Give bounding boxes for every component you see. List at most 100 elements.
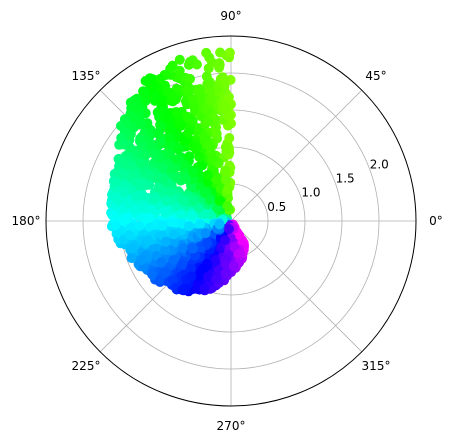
scatter-point <box>178 243 189 254</box>
scatter-point <box>117 139 128 150</box>
scatter-point <box>143 235 154 246</box>
scatter-point <box>211 274 222 284</box>
scatter-point <box>171 83 182 94</box>
theta-tick-label-2: 90° <box>220 9 241 23</box>
scatter-point <box>194 270 205 281</box>
scatter-point <box>202 116 213 127</box>
scatter-point <box>224 133 235 143</box>
scatter-point <box>224 224 234 234</box>
scatter-point <box>183 127 194 138</box>
scatter-point <box>150 192 161 203</box>
scatter-point <box>174 114 185 124</box>
scatter-point <box>147 269 158 280</box>
scatter-point <box>136 255 147 266</box>
scatter-points <box>106 47 249 297</box>
scatter-point <box>136 119 147 130</box>
scatter-point <box>192 123 203 134</box>
scatter-point <box>173 144 184 155</box>
scatter-point <box>170 171 181 182</box>
scatter-point <box>117 168 128 179</box>
scatter-point <box>177 285 188 295</box>
scatter-point <box>157 162 168 173</box>
scatter-point <box>204 194 215 205</box>
scatter-point <box>136 158 147 168</box>
theta-tick-label-7: 315° <box>362 359 391 373</box>
scatter-point <box>160 236 171 247</box>
scatter-point <box>110 220 121 231</box>
scatter-point <box>222 201 233 211</box>
scatter-point <box>183 82 194 93</box>
r-tick-label-1: 1.0 <box>301 186 320 200</box>
scatter-point <box>194 151 205 162</box>
scatter-point <box>219 74 230 85</box>
scatter-point <box>164 187 175 198</box>
scatter-point <box>202 170 213 180</box>
scatter-point <box>111 192 122 203</box>
scatter-point <box>150 92 160 103</box>
scatter-point <box>145 170 156 181</box>
scatter-point <box>212 174 223 185</box>
scatter-point <box>139 149 150 160</box>
scatter-point <box>154 152 165 163</box>
scatter-point <box>168 92 179 103</box>
theta-grid-line-1 <box>230 89 363 222</box>
scatter-point <box>145 138 156 149</box>
polar-spine <box>45 35 417 407</box>
scatter-point <box>144 212 155 223</box>
scatter-point <box>188 167 199 178</box>
scatter-point <box>171 154 182 165</box>
scatter-point <box>188 195 199 206</box>
scatter-point <box>184 151 195 162</box>
scatter-point <box>222 184 233 195</box>
scatter-point <box>157 220 168 231</box>
scatter-point <box>186 271 197 282</box>
scatter-point <box>121 214 132 225</box>
scatter-point <box>161 195 172 206</box>
scatter-point <box>207 153 218 164</box>
scatter-point <box>202 238 213 248</box>
scatter-point <box>140 95 151 106</box>
scatter-point <box>123 198 134 209</box>
scatter-point <box>158 106 169 117</box>
scatter-point <box>220 166 231 176</box>
theta-grid-line-7 <box>230 220 363 353</box>
scatter-point <box>127 243 138 254</box>
scatter-point <box>224 47 235 58</box>
scatter-point <box>177 259 188 270</box>
scatter-point <box>187 210 197 221</box>
theta-tick-label-0: 0° <box>429 214 443 228</box>
scatter-point <box>129 168 140 179</box>
scatter-point <box>187 94 198 105</box>
scatter-point <box>160 245 171 256</box>
scatter-point <box>164 132 175 143</box>
scatter-point <box>203 271 213 282</box>
scatter-point <box>126 160 137 171</box>
scatter-point <box>124 230 135 241</box>
scatter-point <box>159 268 170 279</box>
scatter-point <box>213 59 224 70</box>
scatter-point <box>135 133 146 144</box>
scatter-point <box>167 217 178 228</box>
scatter-point <box>155 139 166 150</box>
r-tick-label-3: 2.0 <box>370 157 389 171</box>
tick-labels: 0° 45° 90° 135° 180° 225° 270° 315° 0.5 1.0 1.5 2.0 <box>12 9 443 433</box>
scatter-point <box>220 142 231 152</box>
scatter-point <box>214 219 225 230</box>
scatter-point <box>126 253 137 264</box>
scatter-point <box>180 173 191 184</box>
theta-tick-label-1: 45° <box>365 69 386 83</box>
scatter-point <box>155 74 166 84</box>
scatter-point <box>203 106 214 117</box>
scatter-point <box>188 243 199 254</box>
scatter-point <box>168 275 178 286</box>
theta-tick-label-4: 180° <box>12 214 41 228</box>
scatter-point <box>114 154 125 164</box>
scatter-point <box>153 127 164 138</box>
scatter-point <box>178 135 189 146</box>
r-tick-label-2: 1.5 <box>336 172 355 186</box>
scatter-point <box>153 182 164 193</box>
scatter-point <box>187 141 198 152</box>
scatter-point <box>128 101 139 112</box>
scatter-point <box>188 174 199 185</box>
scatter-point <box>223 92 234 102</box>
